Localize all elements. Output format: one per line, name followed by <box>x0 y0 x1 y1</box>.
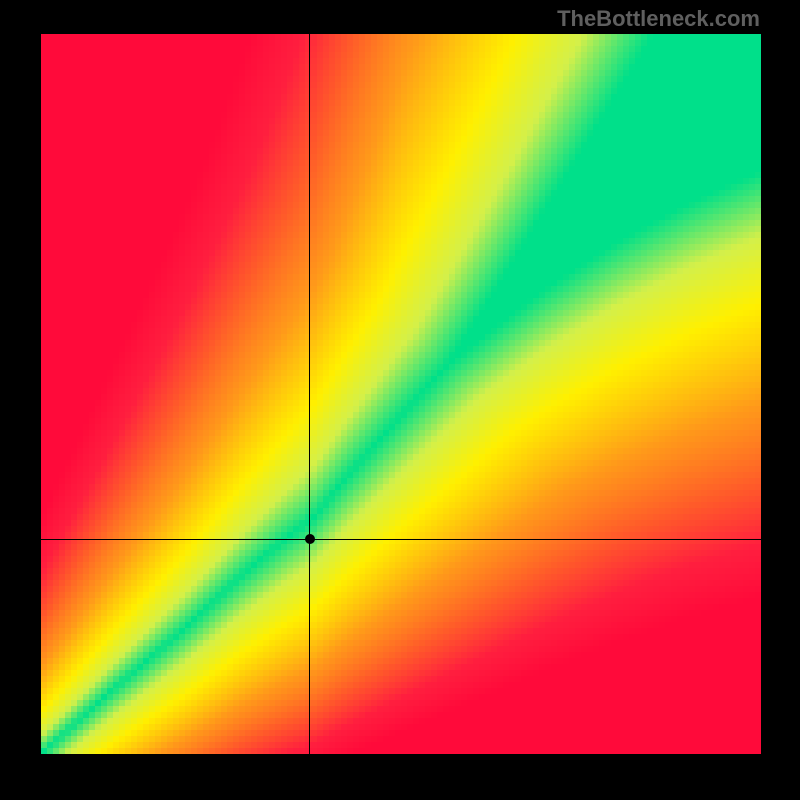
crosshair-marker <box>305 534 315 544</box>
crosshair-vertical <box>309 34 310 754</box>
attribution-label: TheBottleneck.com <box>557 6 760 32</box>
chart-root: { "chart": { "type": "heatmap", "width_p… <box>0 0 800 800</box>
heatmap-canvas <box>41 34 761 754</box>
crosshair-horizontal <box>41 539 761 540</box>
